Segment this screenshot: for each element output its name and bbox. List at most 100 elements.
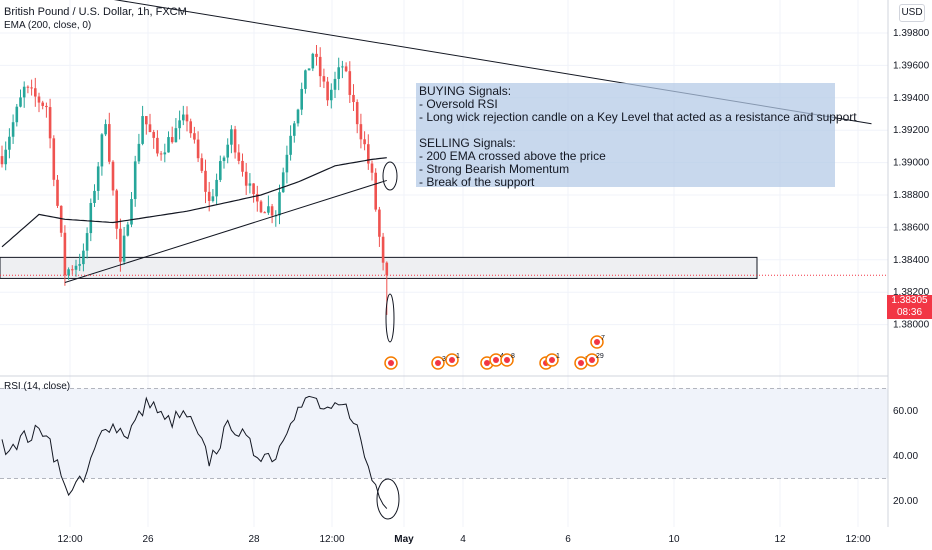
candle-body <box>200 158 204 171</box>
candle-body <box>119 228 122 262</box>
event-count: 29 <box>596 353 604 360</box>
candle-body <box>215 179 218 197</box>
currency-button[interactable]: USD <box>899 4 925 22</box>
candle-body <box>374 172 377 210</box>
annotation-line: - Oversold RSI <box>419 97 498 111</box>
candle-body <box>30 87 33 89</box>
candle-body <box>226 144 229 158</box>
event-icons: 31648512297 <box>384 335 605 370</box>
highlight-ellipse-top <box>382 161 398 191</box>
candle-body <box>48 107 52 139</box>
rsi-line <box>1 395 388 509</box>
candle-body <box>244 171 248 186</box>
candle-body <box>89 202 93 234</box>
event-flag-icon <box>493 357 499 363</box>
candle-body <box>322 76 326 82</box>
candle-body <box>11 122 15 137</box>
candle-body <box>8 136 11 150</box>
event-flag-icon <box>484 360 490 366</box>
candle-body <box>219 161 222 180</box>
candle-body <box>344 66 348 72</box>
candle-body <box>196 139 200 159</box>
candle-body <box>289 135 292 155</box>
candle-body <box>85 233 89 251</box>
event-count: 3 <box>442 356 446 363</box>
event-count: 1 <box>456 353 460 360</box>
candle-body <box>355 102 359 125</box>
price-tick-label: 1.39200 <box>893 125 930 136</box>
ema-line <box>1 157 387 248</box>
time-tick-label: 12:00 <box>57 534 82 545</box>
rsi-legend: RSI (14, close) <box>4 381 71 392</box>
candle-body <box>100 134 104 167</box>
time-axis-ticks: 12:00 26 28 12:00 May 4 6 10 12 12:00 <box>57 534 870 545</box>
candle-body <box>193 133 196 140</box>
candle-body <box>241 160 244 172</box>
candle-body <box>167 137 170 153</box>
candle-body <box>204 170 207 192</box>
time-tick-label: 26 <box>142 534 154 545</box>
candle-body <box>159 153 163 155</box>
price-tick-label: 1.38200 <box>893 287 930 298</box>
event-count: 7 <box>601 335 605 342</box>
event-flag-icon <box>578 360 584 366</box>
candle-body <box>78 264 81 266</box>
candle-body <box>133 161 137 200</box>
candle-body <box>115 190 118 229</box>
candle-body <box>270 206 274 216</box>
candle-body <box>148 124 152 133</box>
candle-body <box>15 106 19 123</box>
rsi-tick-label: 20.00 <box>893 496 918 507</box>
candle-body <box>19 97 22 107</box>
price-axis-ticks: 1.39800 1.39600 1.39400 1.39200 1.39000 1.388… <box>893 28 930 331</box>
candle-body <box>337 67 340 79</box>
candle-body <box>259 201 263 213</box>
price-tick-label: 1.38600 <box>893 222 930 233</box>
candle-body <box>52 138 56 180</box>
time-tick-label: May <box>394 534 414 545</box>
highlight-ellipse-wick <box>385 293 395 343</box>
time-tick-label: 12:00 <box>319 534 344 545</box>
price-tick-label: 1.39000 <box>893 158 930 169</box>
candle-body <box>326 81 329 101</box>
candle-body <box>185 114 189 122</box>
candle-body <box>307 68 311 71</box>
annotation-line: - Strong Bearish Momentum <box>419 162 570 176</box>
candle-body <box>381 236 385 263</box>
time-tick-label: 28 <box>248 534 260 545</box>
candle-body <box>296 109 300 124</box>
candle-body <box>182 114 185 121</box>
candle-body <box>248 183 252 186</box>
candle-body <box>111 161 115 191</box>
candle-body <box>222 157 226 162</box>
candle-body <box>126 224 130 236</box>
candle-body <box>63 232 67 276</box>
candle-body <box>311 53 315 69</box>
chart-title: British Pound / U.S. Dollar, 1h, FXCM <box>4 6 187 18</box>
candle-body <box>233 129 237 153</box>
candle-body <box>45 105 48 108</box>
candle-body <box>252 183 255 195</box>
candle-body <box>207 191 211 201</box>
rsi-band <box>0 388 888 479</box>
price-tick-label: 1.39600 <box>893 60 930 71</box>
candle-body <box>278 192 281 216</box>
key-level-box <box>0 256 758 279</box>
annotation-line: SELLING Signals: <box>419 136 516 150</box>
candle-body <box>352 94 355 103</box>
candles <box>0 45 389 315</box>
highlight-ellipse-rsi <box>376 478 400 520</box>
candle-body <box>93 190 96 203</box>
price-tick-label: 1.38400 <box>893 255 930 266</box>
candle-body <box>145 116 148 125</box>
event-flag-icon <box>449 357 455 363</box>
candle-body <box>330 89 333 101</box>
time-tick-label: 12 <box>774 534 786 545</box>
candle-body <box>378 209 381 237</box>
candle-body <box>4 149 7 165</box>
candle-body <box>348 71 352 95</box>
candle-body <box>130 199 133 225</box>
annotation-line: - Break of the support <box>419 175 535 189</box>
candle-body <box>300 88 303 110</box>
